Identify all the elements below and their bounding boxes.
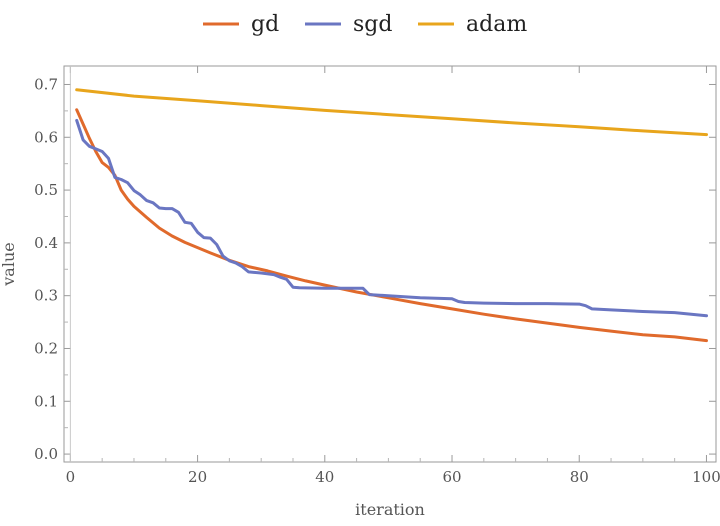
legend: gd sgd adam [203,12,527,37]
y-tick-label: 0.5 [34,181,58,199]
y-tick-label: 0.1 [34,392,58,410]
series-line-gd [75,108,708,343]
x-tick-label: 0 [66,468,76,486]
legend-label-adam: adam [466,12,527,37]
legend-label-gd: gd [251,12,279,37]
x-axis: 0 20 40 60 80 100 [66,66,720,486]
y-tick-label: 0.4 [34,234,58,252]
y-tick-label: 0.6 [34,128,58,146]
y-tick-label: 0.7 [34,75,58,93]
y-tick-label: 0.2 [34,339,58,357]
x-tick-label: 80 [570,468,589,486]
y-axis-title: value [0,242,18,286]
series-line-sgd [75,118,708,318]
x-tick-label: 60 [442,468,461,486]
x-axis-title: iteration [355,500,425,519]
y-tick-label: 0.3 [34,287,58,305]
series-layer [75,88,708,343]
y-axis: 0.0 0.1 0.2 0.3 0.4 0.5 0.6 0.7 [34,75,716,463]
x-tick-label: 40 [315,468,334,486]
x-tick-label: 100 [692,468,720,486]
series-line-adam [75,88,708,137]
legend-label-sgd: sgd [353,12,392,37]
plot-frame [63,65,717,463]
y-tick-label: 0.0 [34,445,58,463]
x-tick-label: 20 [188,468,207,486]
